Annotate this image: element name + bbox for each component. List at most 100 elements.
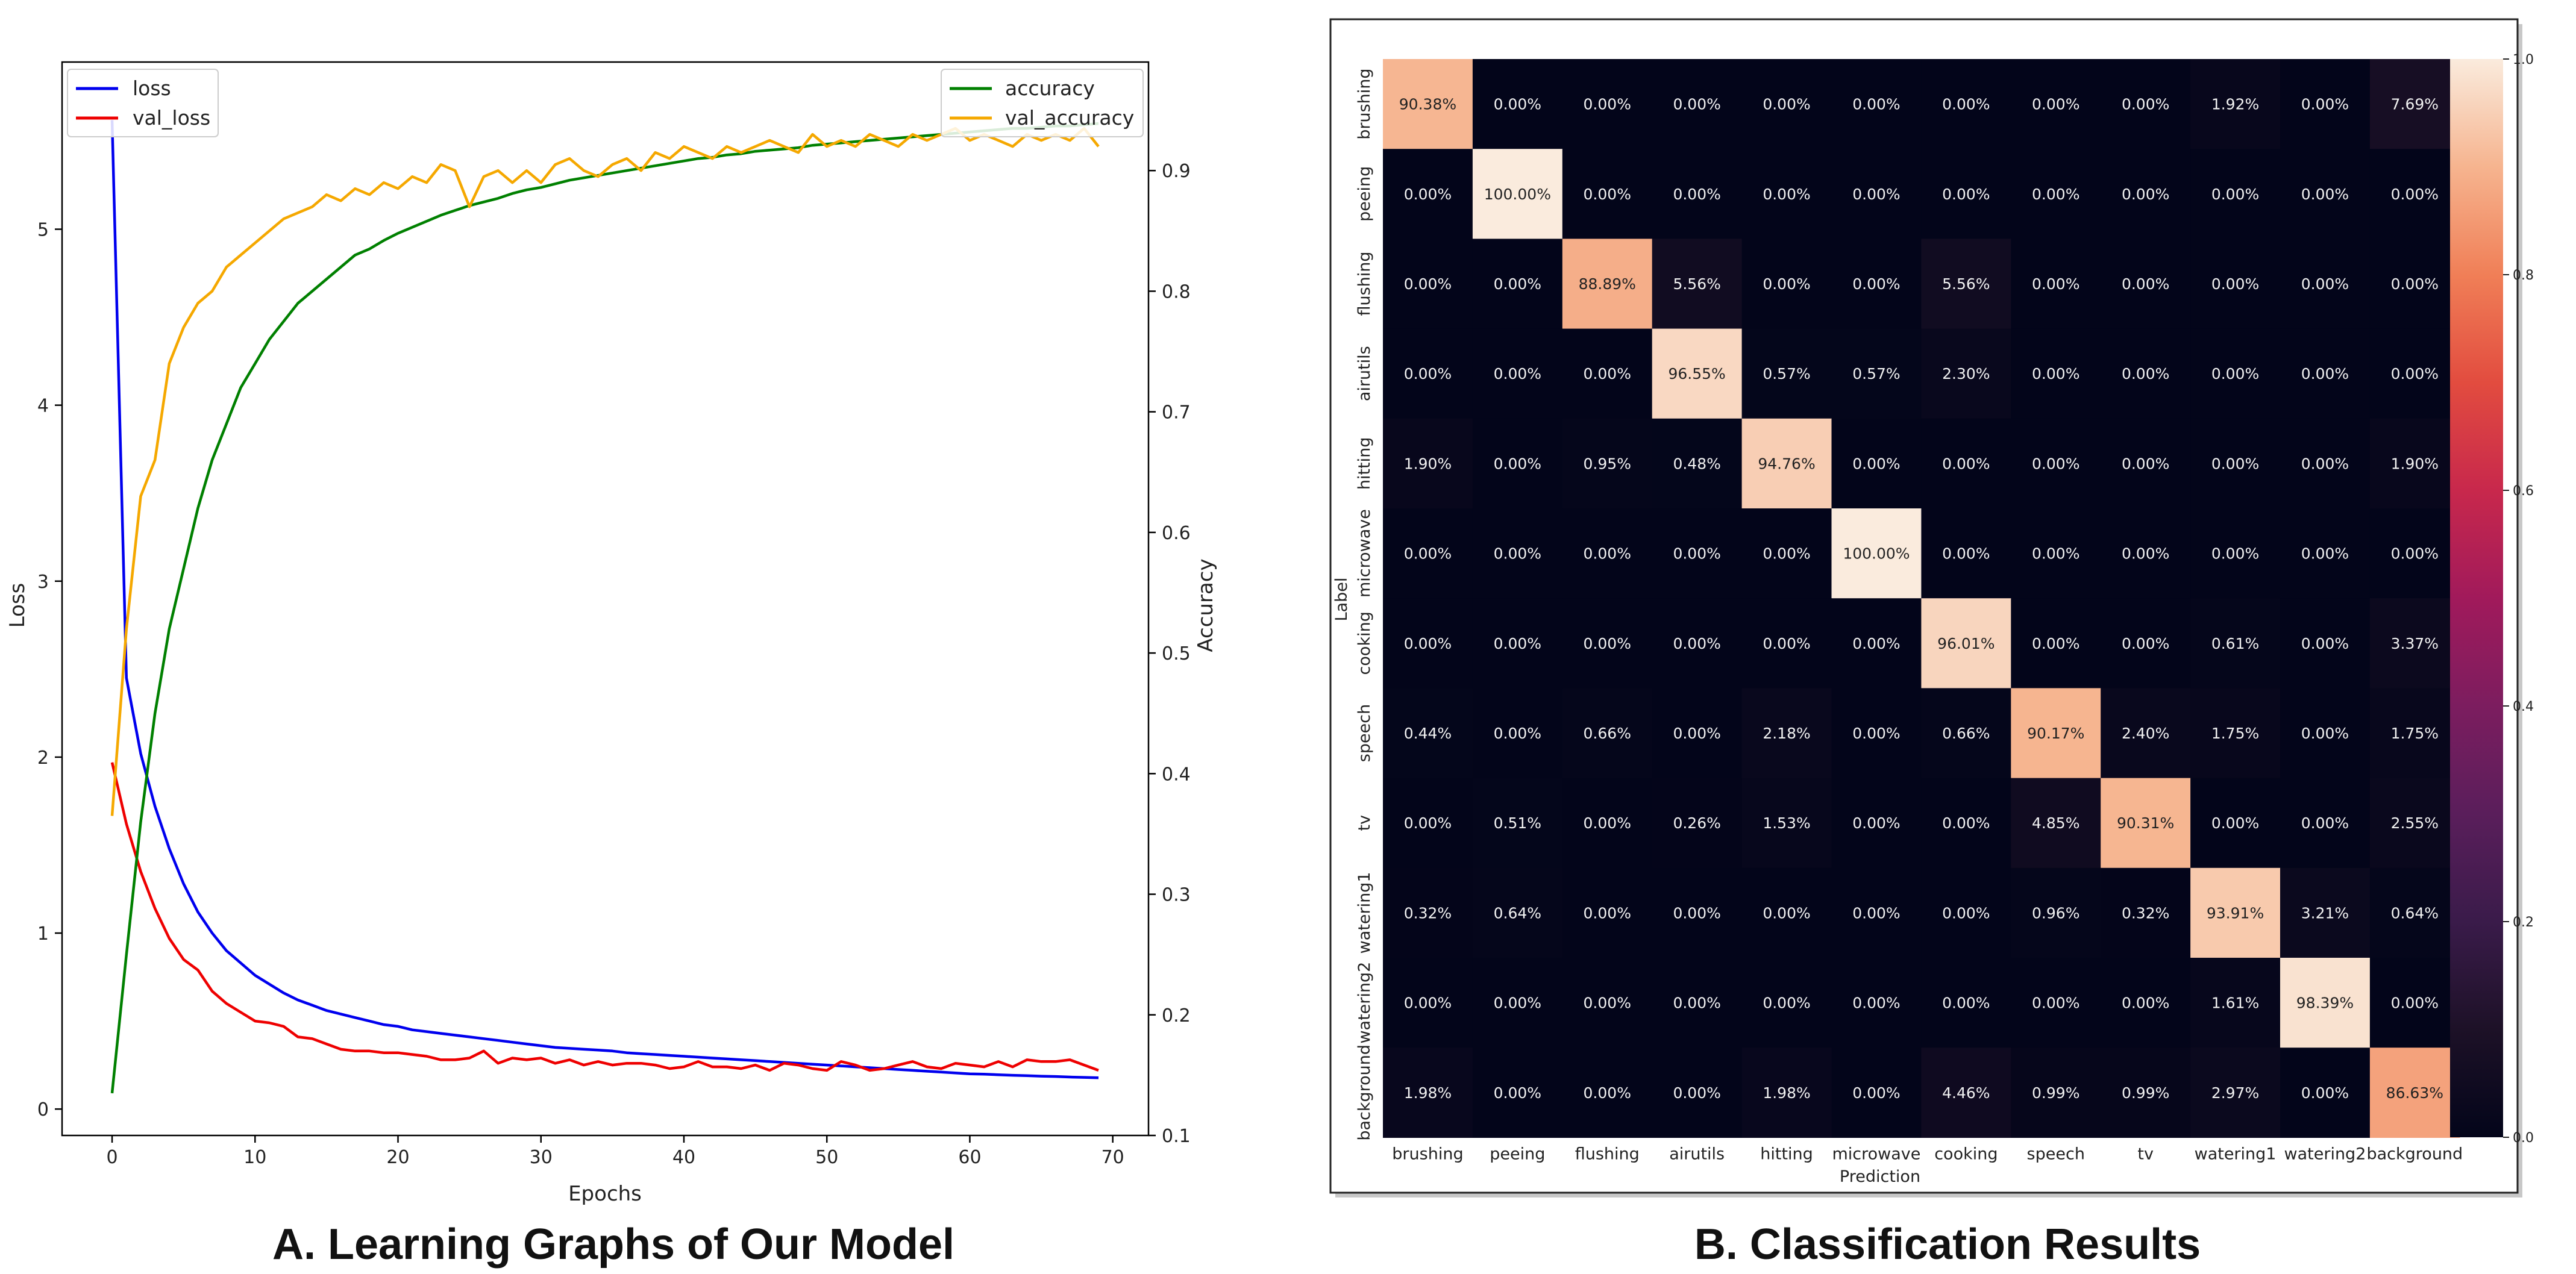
confusion-cell <box>1652 508 1743 599</box>
confusion-cell <box>2101 418 2191 509</box>
confusion-cell-label: 0.00% <box>2301 275 2349 293</box>
confusion-cell-label: 0.00% <box>1584 635 1631 652</box>
confusion-cell-label: 0.00% <box>1942 96 1990 113</box>
x-tick-label: 60 <box>958 1147 981 1168</box>
confusion-cell <box>2280 598 2371 689</box>
confusion-cell-label: 0.00% <box>1673 1084 1720 1102</box>
confusion-cell <box>1741 328 1832 419</box>
confusion-cell <box>2190 867 2281 958</box>
confusion-cell <box>2280 328 2371 419</box>
confusion-cell-label: 0.26% <box>1673 814 1720 832</box>
confusion-cell-label: 0.00% <box>1584 96 1631 113</box>
confusion-cell <box>1652 867 1743 958</box>
x-tick-label: 50 <box>815 1147 838 1168</box>
colorbar-tick-label: 0.2 <box>2513 915 2534 930</box>
confusion-cell-label: 0.00% <box>1673 904 1720 922</box>
prediction-tick-label: hitting <box>1760 1144 1813 1163</box>
legend-label-val-loss: val_loss <box>133 106 210 130</box>
confusion-cell <box>2190 418 2281 509</box>
confusion-cell <box>2101 688 2191 779</box>
confusion-cell <box>1831 778 1922 869</box>
confusion-cell-label: 7.69% <box>2391 96 2439 113</box>
label-tick-label: watering1 <box>1355 872 1374 954</box>
y-tick-label-left: 3 <box>37 572 49 593</box>
legend-left-box <box>67 69 219 137</box>
x-tick-label: 0 <box>106 1147 118 1168</box>
confusion-cell <box>2101 867 2191 958</box>
confusion-cell <box>1472 149 1563 239</box>
prediction-tick-label: watering2 <box>2284 1144 2366 1163</box>
confusion-cell <box>1652 688 1743 779</box>
confusion-cell <box>1472 418 1563 509</box>
confusion-cell <box>1652 239 1743 329</box>
caption-a: A. Learning Graphs of Our Model <box>272 1220 954 1269</box>
confusion-cell-label: 0.00% <box>1404 186 1452 203</box>
prediction-ticks: brushing peeing flushing airutils hitting mic… <box>1392 1144 2463 1163</box>
confusion-cell-label: 1.98% <box>1404 1084 1452 1102</box>
prediction-tick-label: microwave <box>1832 1144 1920 1163</box>
confusion-cell <box>2369 598 2460 689</box>
confusion-cell-label: 0.00% <box>2122 96 2169 113</box>
prediction-axis-label: Prediction <box>1840 1167 1920 1186</box>
confusion-cell-label: 0.00% <box>1404 365 1452 383</box>
confusion-cell <box>1562 778 1653 869</box>
confusion-cell-label: 0.00% <box>2391 365 2439 383</box>
confusion-cell-label: 0.66% <box>1584 725 1631 742</box>
confusion-cell-label: 0.00% <box>1852 904 1900 922</box>
confusion-cell-label: 0.00% <box>2391 545 2439 563</box>
confusion-cell-label: 0.00% <box>1673 725 1720 742</box>
label-tick-label: hitting <box>1355 437 1374 490</box>
confusion-cell-label: 0.00% <box>1763 995 1810 1012</box>
confusion-cell <box>1383 1048 1473 1138</box>
confusion-cell <box>2101 59 2191 149</box>
confusion-cell <box>1741 59 1832 149</box>
confusion-cell-label: 0.00% <box>1942 545 1990 563</box>
confusion-cell-label: 0.00% <box>1404 814 1452 832</box>
confusion-cell <box>2190 149 2281 239</box>
confusion-cell <box>1921 328 2011 419</box>
label-tick-label: peeing <box>1355 166 1374 222</box>
confusion-cell-label: 1.90% <box>1404 455 1452 472</box>
confusion-cell-label: 0.00% <box>2032 455 2079 472</box>
confusion-cell <box>1562 867 1653 958</box>
confusion-cell <box>2369 958 2460 1048</box>
confusion-cell <box>2369 59 2460 149</box>
confusion-cell-label: 0.99% <box>2122 1084 2169 1102</box>
confusion-cell <box>1921 418 2011 509</box>
label-tick-label: brushing <box>1355 68 1374 139</box>
confusion-cell <box>2369 239 2460 329</box>
confusion-cell-label: 0.00% <box>1852 96 1900 113</box>
confusion-cell-label: 0.00% <box>1763 186 1810 203</box>
y-ticks-left: 0 1 2 3 4 5 <box>37 220 62 1120</box>
confusion-cell-label: 0.44% <box>1404 725 1452 742</box>
confusion-cell-label: 0.00% <box>1763 904 1810 922</box>
confusion-cell <box>2011 59 2101 149</box>
y-tick-label-right: 0.7 <box>1162 402 1191 423</box>
confusion-cell <box>1383 958 1473 1048</box>
confusion-cell-label: 2.40% <box>2122 725 2169 742</box>
confusion-cell-label: 0.00% <box>1673 545 1720 563</box>
confusion-cell <box>1652 59 1743 149</box>
x-tick-label: 40 <box>672 1147 695 1168</box>
label-tick-label: watering2 <box>1355 962 1374 1044</box>
confusion-cell-label: 0.00% <box>2122 635 2169 652</box>
confusion-cell <box>1741 508 1832 599</box>
confusion-cell <box>1652 778 1743 869</box>
series-val-accuracy <box>110 126 1100 816</box>
confusion-cell-label: 1.53% <box>1763 814 1810 832</box>
legend-right-box <box>941 69 1144 137</box>
confusion-cell <box>2190 778 2281 869</box>
confusion-cell <box>2280 1048 2371 1138</box>
series-loss <box>110 120 1099 1079</box>
y-axis-label-right: Accuracy <box>1194 558 1218 652</box>
confusion-cell-label: 0.00% <box>1852 186 1900 203</box>
confusion-cell-label: 0.00% <box>1584 545 1631 563</box>
confusion-cell-label: 0.00% <box>2122 545 2169 563</box>
confusion-cell-label: 0.00% <box>1942 814 1990 832</box>
confusion-cell <box>2101 239 2191 329</box>
confusion-cell-label: 0.00% <box>2301 725 2349 742</box>
confusion-cell-label: 100.00% <box>1843 545 1910 563</box>
confusion-cell <box>1741 778 1832 869</box>
confusion-cell-label: 0.00% <box>2122 275 2169 293</box>
label-tick-label: flushing <box>1355 251 1374 316</box>
